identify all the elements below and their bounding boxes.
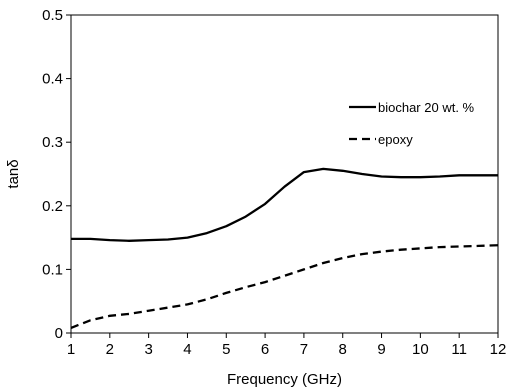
y-tick-label: 0 [55, 325, 63, 342]
y-tick-label: 0.5 [42, 7, 63, 24]
x-tick-label: 12 [490, 341, 507, 358]
legend: biochar 20 wt. % epoxy [349, 100, 475, 147]
y-axis: 0 0.1 0.2 0.3 0.4 0.5 [42, 7, 71, 342]
x-axis-title: Frequency (GHz) [227, 371, 342, 388]
x-tick-label: 2 [106, 341, 114, 358]
series-line-epoxy [70, 244, 499, 329]
x-tick-label: 4 [183, 341, 191, 358]
x-tick-label: 3 [144, 341, 152, 358]
y-tick-label: 0.1 [42, 261, 63, 278]
legend-label-epoxy: epoxy [378, 132, 413, 147]
x-tick-label: 5 [222, 341, 230, 358]
x-tick-label: 1 [67, 341, 75, 358]
x-tick-label: 8 [339, 341, 347, 358]
y-tick-label: 0.3 [42, 134, 63, 151]
series-layer [70, 167, 499, 329]
x-tick-label: 9 [377, 341, 385, 358]
series-line-biochar [71, 167, 498, 242]
plot-frame [70, 14, 499, 334]
x-tick-label: 6 [261, 341, 269, 358]
x-tick-label: 10 [412, 341, 429, 358]
y-tick-label: 0.2 [42, 198, 63, 215]
legend-label-biochar: biochar 20 wt. % [378, 100, 475, 115]
x-axis: 1 2 3 4 5 6 7 8 9 10 11 12 [67, 333, 507, 358]
x-tick-label: 7 [300, 341, 308, 358]
y-tick-label: 0.4 [42, 71, 63, 88]
y-axis-title: tanδ [5, 159, 22, 188]
plot-area [70, 14, 499, 334]
x-tick-label: 11 [451, 341, 467, 358]
